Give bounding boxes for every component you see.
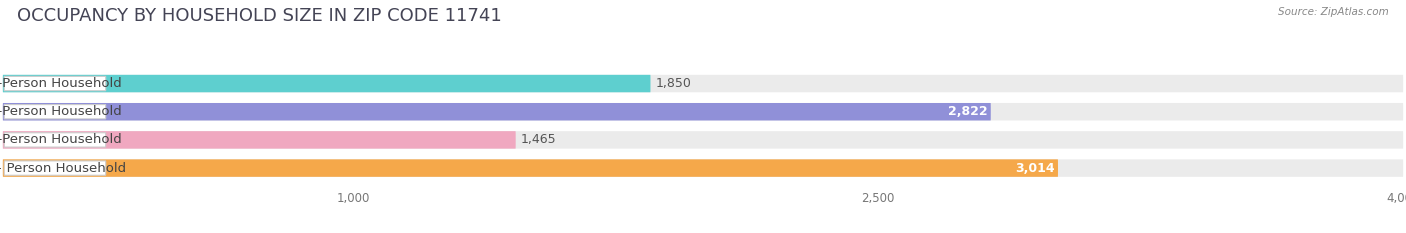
FancyBboxPatch shape: [3, 103, 991, 120]
Text: Source: ZipAtlas.com: Source: ZipAtlas.com: [1278, 7, 1389, 17]
FancyBboxPatch shape: [4, 76, 105, 91]
Text: 1-Person Household: 1-Person Household: [0, 77, 121, 90]
Text: 1,850: 1,850: [655, 77, 692, 90]
FancyBboxPatch shape: [3, 75, 1403, 92]
FancyBboxPatch shape: [3, 159, 1057, 177]
FancyBboxPatch shape: [3, 131, 1403, 149]
FancyBboxPatch shape: [4, 105, 105, 119]
FancyBboxPatch shape: [3, 103, 1403, 120]
FancyBboxPatch shape: [3, 75, 651, 92]
Text: OCCUPANCY BY HOUSEHOLD SIZE IN ZIP CODE 11741: OCCUPANCY BY HOUSEHOLD SIZE IN ZIP CODE …: [17, 7, 502, 25]
FancyBboxPatch shape: [3, 131, 516, 149]
FancyBboxPatch shape: [4, 161, 105, 175]
Text: 3-Person Household: 3-Person Household: [0, 134, 121, 146]
Text: 2,822: 2,822: [948, 105, 987, 118]
Text: 2-Person Household: 2-Person Household: [0, 105, 121, 118]
FancyBboxPatch shape: [3, 159, 1403, 177]
Text: 4+ Person Household: 4+ Person Household: [0, 161, 127, 175]
Text: 3,014: 3,014: [1015, 161, 1054, 175]
Text: 1,465: 1,465: [522, 134, 557, 146]
FancyBboxPatch shape: [4, 133, 105, 147]
